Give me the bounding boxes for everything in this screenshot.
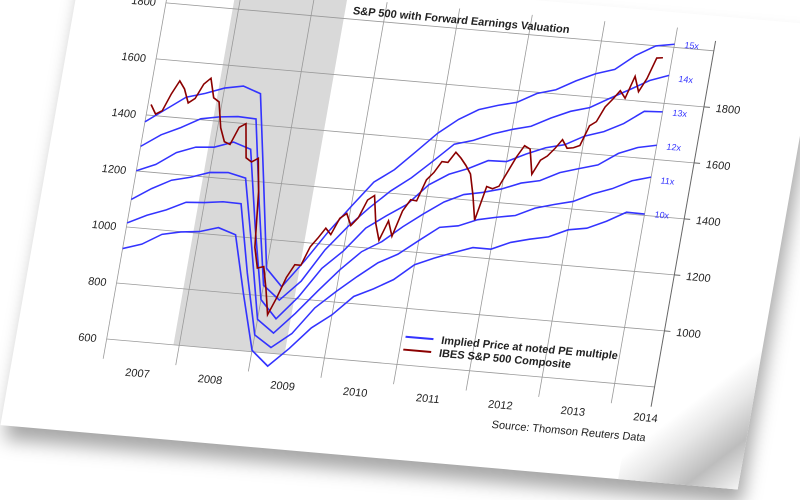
legend-swatch: [403, 348, 432, 353]
y-tick-label: 1800: [130, 0, 156, 9]
grid-line-x: [175, 0, 243, 366]
y2-tick-label: 1600: [705, 159, 731, 173]
grid-line-y: [136, 170, 685, 220]
x-tick-label: 2013: [560, 405, 586, 419]
implied-price-line-14x: [140, 74, 670, 302]
multiple-label: 15x: [684, 40, 701, 51]
grid-line-x: [102, 0, 170, 359]
implied-price-line-12x: [130, 144, 657, 335]
y-tick-label: 1600: [120, 51, 146, 65]
implied-price-line-11x: [126, 176, 652, 349]
grid-line-y: [106, 338, 655, 388]
legend-swatch: [405, 335, 434, 341]
multiple-label: 13x: [672, 108, 689, 119]
sp500-line: [150, 56, 663, 318]
grid-line-x: [538, 21, 606, 397]
multiple-label: 10x: [654, 210, 671, 221]
grid-line-x: [247, 0, 315, 372]
grid-line-x: [465, 14, 533, 391]
y-tick-label: 1200: [101, 163, 127, 177]
y2-tick-label: 1800: [715, 103, 741, 117]
grid-line-x: [393, 8, 461, 385]
y2-tick: [684, 218, 691, 220]
implied-price-line-15x: [144, 43, 675, 289]
grid-line-y: [165, 2, 714, 52]
x-tick-label: 2011: [415, 392, 441, 406]
y2-tick: [664, 330, 671, 332]
grid-line-x: [610, 27, 678, 404]
multiple-label: 14x: [678, 74, 695, 85]
x-tick-label: 2008: [197, 373, 223, 387]
y-tick-label: 600: [77, 332, 97, 345]
y2-tick-label: 1200: [685, 271, 711, 285]
chart-title: S&P 500 with Forward Earnings Valuation: [352, 5, 571, 36]
x-tick-label: 2012: [487, 399, 513, 413]
y-tick-label: 800: [87, 276, 107, 289]
y2-tick: [674, 274, 681, 276]
grid-line-y: [146, 114, 695, 164]
y2-tick-label: 1000: [675, 327, 701, 341]
grid-line-y: [126, 226, 675, 276]
x-tick-label: 2007: [124, 367, 150, 381]
recession-shading: [173, 0, 348, 355]
x-tick-label: 2010: [342, 386, 368, 400]
y-tick-label: 1000: [91, 219, 117, 233]
multiple-label: 11x: [660, 176, 676, 187]
x-tick-label: 2009: [269, 380, 295, 394]
multiple-label: 12x: [666, 142, 683, 153]
y-tick-label: 1400: [111, 107, 137, 121]
y2-tick: [693, 162, 701, 164]
y2-tick-label: 1400: [695, 215, 721, 229]
page-curl: [618, 340, 763, 490]
grid-line-y: [116, 282, 665, 332]
implied-price-line-10x: [122, 211, 645, 368]
y2-tick: [703, 106, 711, 108]
